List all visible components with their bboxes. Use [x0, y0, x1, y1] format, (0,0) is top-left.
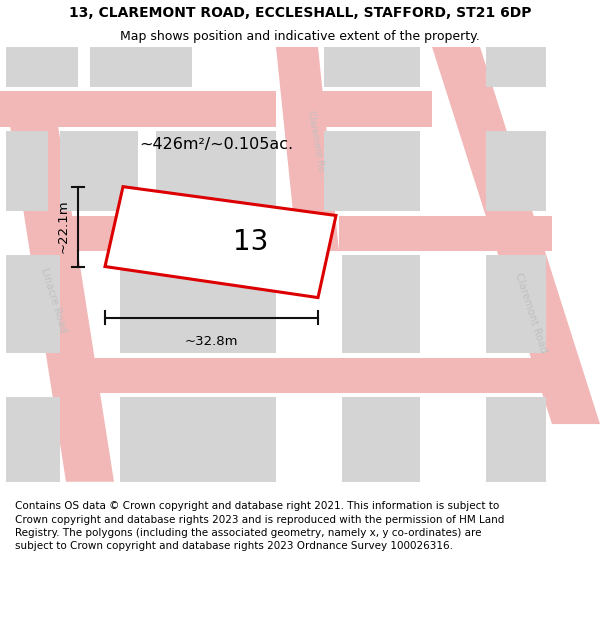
Text: ~426m²/~0.105ac.: ~426m²/~0.105ac.: [139, 137, 293, 152]
Polygon shape: [486, 47, 546, 87]
Polygon shape: [54, 216, 297, 251]
Text: Claremont Ro...: Claremont Ro...: [307, 109, 327, 180]
Polygon shape: [60, 131, 138, 211]
Polygon shape: [432, 47, 600, 424]
Text: Claremont Road: Claremont Road: [514, 272, 548, 354]
Polygon shape: [486, 131, 546, 211]
Polygon shape: [105, 187, 336, 298]
Polygon shape: [6, 131, 48, 211]
Polygon shape: [0, 91, 276, 127]
Text: Contains OS data © Crown copyright and database right 2021. This information is : Contains OS data © Crown copyright and d…: [15, 501, 505, 551]
Text: 13: 13: [233, 228, 268, 256]
Polygon shape: [66, 357, 552, 393]
Polygon shape: [90, 47, 192, 87]
Polygon shape: [486, 256, 546, 353]
Polygon shape: [324, 47, 420, 87]
Polygon shape: [156, 131, 276, 211]
Polygon shape: [342, 398, 420, 482]
Text: 13, CLAREMONT ROAD, ECCLESHALL, STAFFORD, ST21 6DP: 13, CLAREMONT ROAD, ECCLESHALL, STAFFORD…: [69, 6, 531, 20]
Polygon shape: [342, 256, 420, 353]
Polygon shape: [324, 131, 420, 211]
Polygon shape: [6, 47, 78, 87]
Polygon shape: [6, 398, 60, 482]
Polygon shape: [276, 47, 339, 251]
Polygon shape: [120, 256, 276, 353]
Text: Map shows position and indicative extent of the property.: Map shows position and indicative extent…: [120, 30, 480, 43]
Polygon shape: [318, 91, 432, 127]
Polygon shape: [6, 256, 60, 353]
Text: ~22.1m: ~22.1m: [56, 200, 70, 253]
Polygon shape: [120, 398, 276, 482]
Text: ~32.8m: ~32.8m: [185, 336, 238, 349]
Text: Linacre Road: Linacre Road: [40, 266, 68, 333]
Polygon shape: [339, 216, 552, 251]
Polygon shape: [6, 100, 114, 482]
Polygon shape: [486, 398, 546, 482]
